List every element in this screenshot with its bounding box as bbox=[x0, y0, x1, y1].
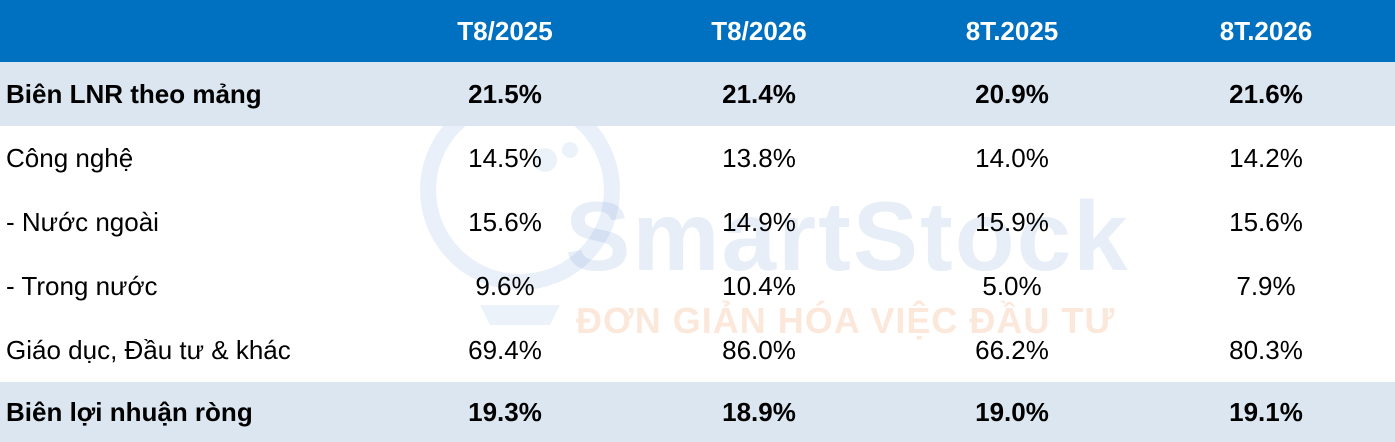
table-cell: 20.9% bbox=[975, 79, 1049, 109]
table-cell: 66.2% bbox=[975, 335, 1049, 365]
table-cell: 21.5% bbox=[468, 79, 542, 109]
table-row-domestic: - Trong nước 9.6% 10.4% 5.0% 7.9% bbox=[0, 254, 1395, 318]
table-cell: 7.9% bbox=[1236, 271, 1296, 301]
table-cell: 69.4% bbox=[468, 335, 542, 365]
table-cell: 13.8% bbox=[722, 143, 796, 173]
row-label: - Trong nước bbox=[6, 271, 158, 301]
row-label: Công nghệ bbox=[6, 143, 134, 173]
table-cell: 21.4% bbox=[722, 79, 796, 109]
table-row-net-margin: Biên lợi nhuận ròng 19.3% 18.9% 19.0% 19… bbox=[0, 382, 1395, 442]
table-row-overseas: - Nước ngoài 15.6% 14.9% 15.9% 15.6% bbox=[0, 190, 1395, 254]
table-cell: 10.4% bbox=[722, 271, 796, 301]
table-row-technology: Công nghệ 14.5% 13.8% 14.0% 14.2% bbox=[0, 126, 1395, 190]
table-cell: 15.6% bbox=[468, 207, 542, 237]
table-cell: 19.0% bbox=[975, 397, 1049, 427]
table-cell: 14.5% bbox=[468, 143, 542, 173]
table-row-education-investment: Giáo dục, Đầu tư & khác 69.4% 86.0% 66.2… bbox=[0, 318, 1395, 382]
table-cell: 14.0% bbox=[975, 143, 1049, 173]
table-cell: 19.1% bbox=[1229, 397, 1303, 427]
table-cell: 15.9% bbox=[975, 207, 1049, 237]
table-row-segment-margin: Biên LNR theo mảng 21.5% 21.4% 20.9% 21.… bbox=[0, 62, 1395, 126]
table-cell: 9.6% bbox=[475, 271, 535, 301]
column-header: 8T.2025 bbox=[965, 16, 1059, 46]
table-cell: 86.0% bbox=[722, 335, 796, 365]
column-header: 8T.2026 bbox=[1219, 16, 1313, 46]
column-header: T8/2025 bbox=[457, 16, 553, 46]
table-cell: 18.9% bbox=[722, 397, 796, 427]
table-cell: 15.6% bbox=[1229, 207, 1303, 237]
row-label: Giáo dục, Đầu tư & khác bbox=[6, 335, 291, 365]
table-cell: 5.0% bbox=[982, 271, 1042, 301]
table-header: T8/2025 T8/2026 8T.2025 8T.2026 bbox=[0, 0, 1395, 62]
row-label: Biên lợi nhuận ròng bbox=[6, 397, 253, 427]
table-cell: 19.3% bbox=[468, 397, 542, 427]
table-cell: 14.2% bbox=[1229, 143, 1303, 173]
row-label: Biên LNR theo mảng bbox=[6, 79, 262, 109]
row-label: - Nước ngoài bbox=[6, 207, 159, 237]
table-cell: 80.3% bbox=[1229, 335, 1303, 365]
column-header: T8/2026 bbox=[711, 16, 807, 46]
table-cell: 21.6% bbox=[1229, 79, 1303, 109]
table-cell: 14.9% bbox=[722, 207, 796, 237]
